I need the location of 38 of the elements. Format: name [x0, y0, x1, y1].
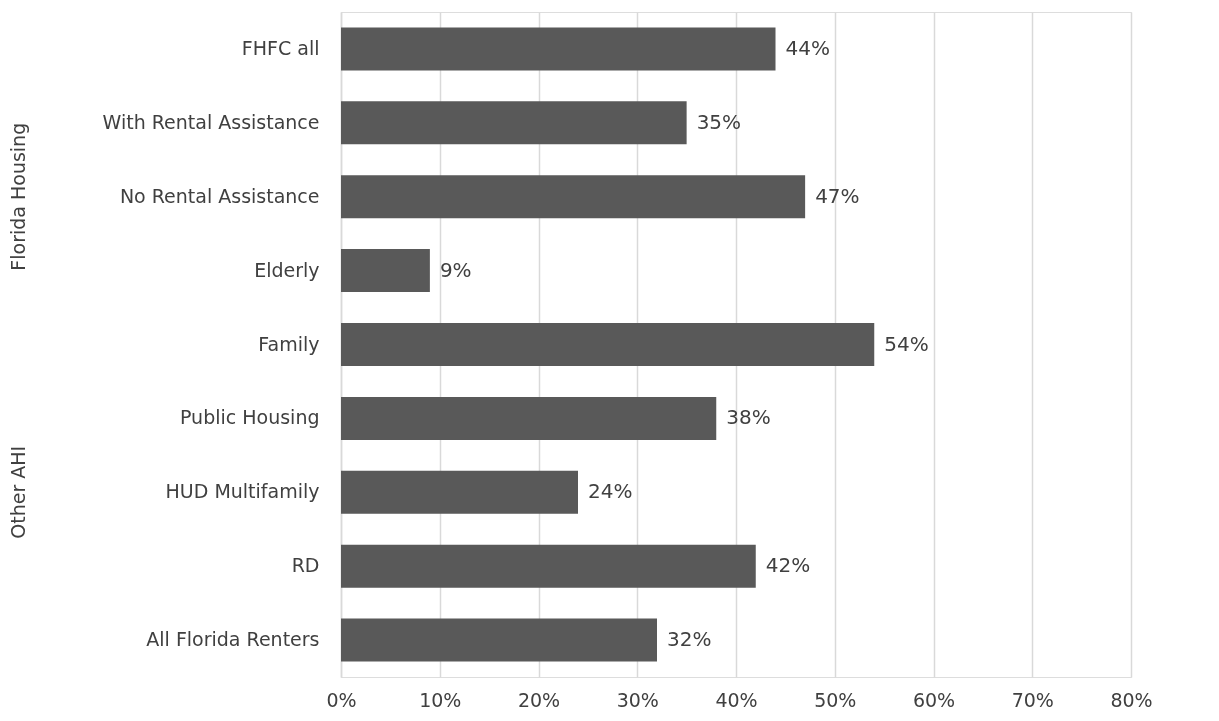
data-label: 38%	[726, 405, 771, 430]
y-tick-label: All Florida Renters	[146, 628, 320, 651]
bar	[341, 470, 578, 514]
x-tick-label: 80%	[1110, 688, 1153, 711]
x-tick-label: 60%	[912, 688, 956, 711]
bar	[341, 249, 430, 293]
data-label: 47%	[815, 183, 860, 208]
x-tick-label: 40%	[715, 688, 758, 711]
x-tick-label: 20%	[517, 688, 561, 711]
y-tick-label: RD	[291, 554, 320, 577]
bar	[341, 101, 687, 145]
data-label: 9%	[439, 257, 472, 282]
text: Florida Housing	[7, 122, 29, 271]
bar	[341, 175, 806, 219]
bar	[341, 323, 875, 366]
data-label: 32%	[667, 627, 712, 652]
text: Other AHI	[7, 445, 29, 539]
x-tick-label: 30%	[616, 688, 659, 711]
bar	[341, 618, 657, 662]
data-label: 44%	[785, 35, 830, 60]
y-tick-label: Elderly	[254, 258, 320, 281]
data-label: 35%	[696, 109, 742, 134]
y-tick-label: HUD Multifamily	[165, 480, 320, 503]
x-tick-label: 10%	[419, 688, 462, 711]
x-tick-label: 70%	[1011, 688, 1054, 711]
data-label: 24%	[588, 479, 633, 504]
y-tick-label: FHFC all	[241, 36, 320, 59]
x-tick-label: 0%	[326, 688, 357, 711]
x-tick-label: 50%	[814, 688, 857, 711]
data-label: 54%	[884, 331, 929, 356]
data-label: 42%	[765, 553, 811, 578]
bar	[341, 396, 717, 440]
bar	[341, 27, 776, 71]
y-tick-label: No Rental Assistance	[119, 184, 320, 207]
y-tick-label: Family	[258, 332, 320, 355]
y-tick-label: With Rental Assistance	[102, 110, 320, 133]
bar	[341, 544, 756, 588]
y-tick-label: Public Housing	[179, 406, 320, 429]
